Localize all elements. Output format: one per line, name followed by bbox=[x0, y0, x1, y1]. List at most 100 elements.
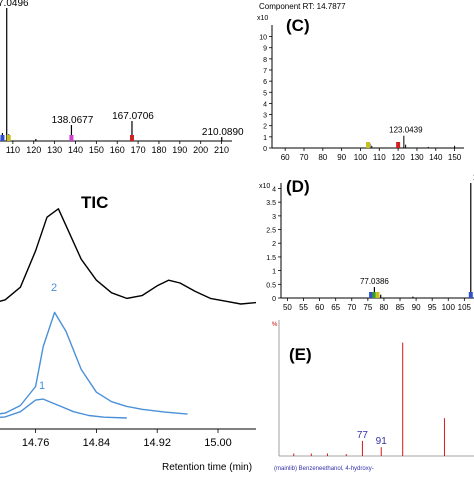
panel-c-y-ticks: 0 1 2 3 4 5 6 7 8 9 10 bbox=[259, 35, 272, 153]
panel-e-library-spectrum: % (E) 77 91 (mainlib) Benzeneethanol, 4-h… bbox=[272, 320, 474, 472]
panel-b-x-ticks: 14.76 14.84 14.92 15.00 bbox=[22, 429, 232, 449]
panel-d-y-tick-label: 3.5 bbox=[266, 200, 276, 207]
panel-c-peak-label: 123.0439 bbox=[389, 126, 423, 135]
panel-c-y-tick-label: 3 bbox=[263, 113, 267, 120]
panel-d-x-tick-label: 55 bbox=[299, 303, 308, 312]
panel-d-x-tick-label: 80 bbox=[379, 303, 388, 312]
panel-a-x-tick-label: 120 bbox=[26, 145, 41, 155]
panel-a-peak-label: 210.0890 bbox=[202, 127, 244, 138]
panel-a-x-tick-label: 110 bbox=[6, 145, 20, 155]
panel-a-peak-label: 167.0706 bbox=[112, 111, 154, 122]
panel-d-x-tick-label: 90 bbox=[412, 303, 421, 312]
panel-d-y-tick-label: 0.5 bbox=[266, 282, 276, 289]
panel-d-y-tick-label: 4 bbox=[272, 186, 276, 193]
panel-d-x-tick-label: 95 bbox=[428, 303, 437, 312]
panel-a-peak-label: 107.0496 bbox=[0, 0, 29, 9]
panel-b-series-line bbox=[0, 311, 188, 415]
panel-c-y-tick-label: 9 bbox=[263, 46, 267, 53]
panel-d-y-multiplier: x10 bbox=[259, 183, 270, 190]
panel-c-y-tick-label: 5 bbox=[263, 90, 267, 97]
panel-c-y-tick-label: 2 bbox=[263, 124, 267, 131]
panel-d-x-tick-label: 105 bbox=[458, 303, 472, 312]
panel-b-x-tick-label: 14.76 bbox=[22, 437, 50, 449]
panel-d-mass-spectrum: x10 (D) 0 0.5 1 1.5 2 2.5 3 3.5 4 50 55 60 65 70 75 80… bbox=[259, 173, 474, 312]
panel-a-x-tick-label: 140 bbox=[68, 145, 83, 155]
panel-e-caption: (mainlib) Benzeneethanol, 4-hydroxy- bbox=[274, 466, 374, 472]
panel-e-label: (E) bbox=[289, 345, 312, 364]
panel-d-x-tick-label: 75 bbox=[363, 303, 372, 312]
panel-c-y-tick-label: 6 bbox=[263, 79, 267, 86]
panel-c-y-multiplier: x10 bbox=[257, 15, 268, 22]
panel-a-peak-label: 138.0677 bbox=[52, 115, 94, 126]
panel-e-peaks: 77 91 bbox=[293, 342, 445, 456]
panel-a-marker bbox=[129, 135, 134, 141]
panel-d-marker bbox=[375, 292, 380, 298]
panel-d-y-tick-label: 1 bbox=[272, 269, 276, 276]
panel-d-x-tick-label: 60 bbox=[315, 303, 324, 312]
panel-d-x-ticks: 50 55 60 65 70 75 80 85 90 95 100 105 bbox=[283, 298, 472, 312]
panel-d-x-tick-label: 50 bbox=[283, 303, 292, 312]
panel-d-x-tick-label: 70 bbox=[347, 303, 356, 312]
panel-d-y-tick-label: 1.5 bbox=[266, 255, 276, 262]
panel-c-x-tick-label: 70 bbox=[300, 153, 309, 162]
panel-c-y-tick-label: 1 bbox=[263, 135, 267, 142]
panel-b-chromatogram: TIC 2 1 14.76 14.84 14.92 15.00 Retention t… bbox=[0, 193, 257, 473]
tic-label: TIC bbox=[81, 193, 108, 212]
panel-c-y-tick-label: 8 bbox=[263, 57, 267, 64]
panel-b-x-tick-label: 15.00 bbox=[204, 437, 232, 449]
panel-d-y-tick-label: 2 bbox=[272, 241, 276, 248]
panel-d-peak-label: 107.0 bbox=[473, 173, 474, 182]
panel-d-y-tick-label: 2.5 bbox=[266, 228, 276, 235]
panel-b-x-axis-label: Retention time (min) bbox=[162, 462, 252, 473]
panel-c-x-tick-label: 130 bbox=[410, 153, 424, 162]
panel-d-marker bbox=[372, 292, 377, 298]
panel-a-peaks: 107.0496 138.0677 167.0706 210.0890 bbox=[0, 0, 244, 141]
panel-c-x-tick-label: 120 bbox=[391, 153, 405, 162]
panel-d-peaks: 77.0386 107.0 bbox=[360, 173, 474, 298]
panel-c-peaks: 123.0439 bbox=[366, 126, 456, 148]
panel-c-x-tick-label: 110 bbox=[373, 153, 386, 162]
panel-b-x-tick-label: 14.84 bbox=[83, 437, 111, 449]
panel-a-x-tick-label: 150 bbox=[89, 145, 104, 155]
panel-c-x-tick-label: 80 bbox=[318, 153, 327, 162]
panel-c-mass-spectrum: Component RT: 14.7877 x10 (C) 0 1 2 3 4 5 6 7 8 9… bbox=[257, 2, 464, 162]
panel-a-marker bbox=[6, 135, 11, 141]
panel-c-y-tick-label: 10 bbox=[259, 35, 267, 42]
panel-e-peak-label: 91 bbox=[376, 436, 388, 447]
panel-c-marker bbox=[366, 142, 370, 148]
panel-b-series bbox=[0, 208, 257, 419]
panel-a-x-tick-label: 210 bbox=[214, 145, 229, 155]
panel-d-peak-label: 77.0386 bbox=[360, 277, 389, 286]
panel-c-y-tick-label: 4 bbox=[263, 101, 267, 108]
panel-c-header: Component RT: 14.7877 bbox=[259, 2, 346, 11]
panel-c-x-tick-label: 90 bbox=[337, 153, 346, 162]
panel-d-y-ticks: 0 0.5 1 1.5 2 2.5 3 3.5 4 bbox=[266, 186, 281, 303]
panel-c-label: (C) bbox=[286, 16, 310, 35]
panel-a-x-tick-label: 180 bbox=[151, 145, 166, 155]
panel-d-x-tick-label: 85 bbox=[396, 303, 405, 312]
panel-a-x-tick-label: 200 bbox=[193, 145, 208, 155]
panel-d-x-tick-label: 100 bbox=[442, 303, 456, 312]
panel-c-x-tick-label: 150 bbox=[448, 153, 462, 162]
panel-d-y-tick-label: 3 bbox=[272, 214, 276, 221]
panel-e-red-mark: % bbox=[272, 322, 278, 328]
panel-b-series-line bbox=[0, 208, 257, 305]
panel-d-x-tick-label: 65 bbox=[331, 303, 340, 312]
panel-b-series-line bbox=[0, 398, 127, 419]
panel-a-x-ticks: 110 120 130 140 150 160 170 180 190 200 210 bbox=[6, 141, 229, 155]
panel-a-marker bbox=[69, 135, 74, 141]
panel-c-y-tick-label: 0 bbox=[263, 146, 267, 153]
panel-d-label: (D) bbox=[286, 177, 310, 196]
panel-a-x-tick-label: 160 bbox=[110, 145, 125, 155]
panel-a-marker bbox=[0, 135, 5, 141]
panel-c-x-tick-label: 100 bbox=[354, 153, 368, 162]
panel-c-x-tick-label: 140 bbox=[429, 153, 443, 162]
panel-e-peak-label: 77 bbox=[357, 430, 369, 441]
panel-d-y-tick-label: 0 bbox=[272, 296, 276, 303]
panel-c-x-ticks: 60 70 80 90 100 110 120 130 140 150 bbox=[281, 148, 462, 162]
panel-c-x-tick-label: 60 bbox=[281, 153, 290, 162]
panel-d-marker bbox=[369, 292, 374, 298]
panel-a-x-tick-label: 170 bbox=[131, 145, 146, 155]
